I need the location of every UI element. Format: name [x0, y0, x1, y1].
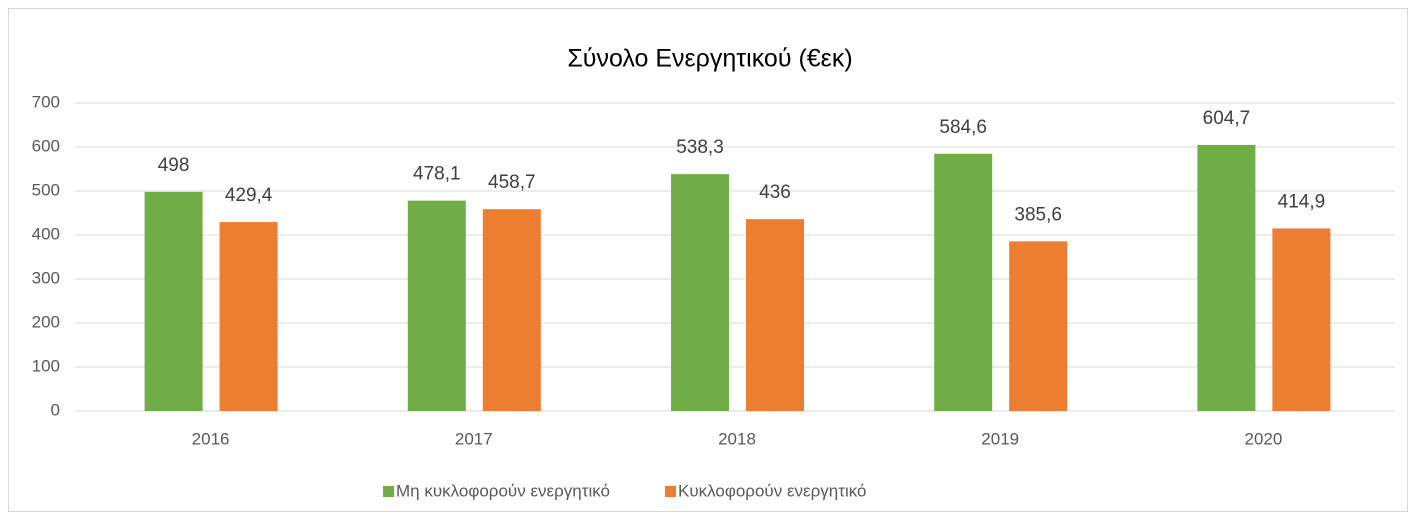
bar: [746, 219, 804, 411]
y-tick-label: 600: [32, 136, 60, 155]
y-tick-label: 200: [32, 312, 60, 331]
y-tick-label: 400: [32, 224, 60, 243]
y-tick-label: 500: [32, 180, 60, 199]
bar: [934, 153, 993, 411]
x-tick-label: 2019: [981, 429, 1019, 448]
chart-title: Σύνολο Ενεργητικού (€εκ): [567, 45, 852, 73]
x-tick-label: 2020: [1244, 429, 1282, 448]
x-tick-label: 2017: [455, 429, 493, 448]
x-tick-label: 2016: [192, 429, 230, 448]
bar: [1272, 228, 1331, 411]
value-label: 538,3: [676, 137, 724, 158]
value-label: 584,6: [939, 117, 987, 138]
bar: [1197, 144, 1256, 411]
bar: [144, 191, 203, 411]
bar: [219, 222, 278, 411]
value-label: 604,7: [1203, 108, 1251, 129]
value-label: 498: [158, 155, 190, 176]
bar: [1009, 241, 1068, 411]
legend-swatch: [665, 486, 676, 497]
y-tick-label: 700: [32, 92, 60, 111]
legend-label: Μη κυκλοφορούν ενεργητικό: [396, 481, 610, 500]
y-tick-label: 100: [32, 356, 60, 375]
value-label: 478,1: [413, 164, 461, 185]
value-label: 429,4: [225, 185, 273, 206]
value-label: 414,9: [1278, 191, 1326, 212]
value-label: 436: [759, 182, 791, 203]
y-tick-label: 0: [51, 400, 60, 419]
bar: [671, 174, 729, 411]
legend-swatch: [383, 486, 394, 497]
y-tick-label: 300: [32, 268, 60, 287]
legend-label: Κυκλοφορούν ενεργητικό: [678, 481, 866, 500]
bar: [482, 209, 541, 411]
bar: [407, 200, 466, 411]
value-label: 458,7: [488, 172, 536, 193]
value-label: 385,6: [1014, 204, 1062, 225]
x-tick-label: 2018: [718, 429, 756, 448]
